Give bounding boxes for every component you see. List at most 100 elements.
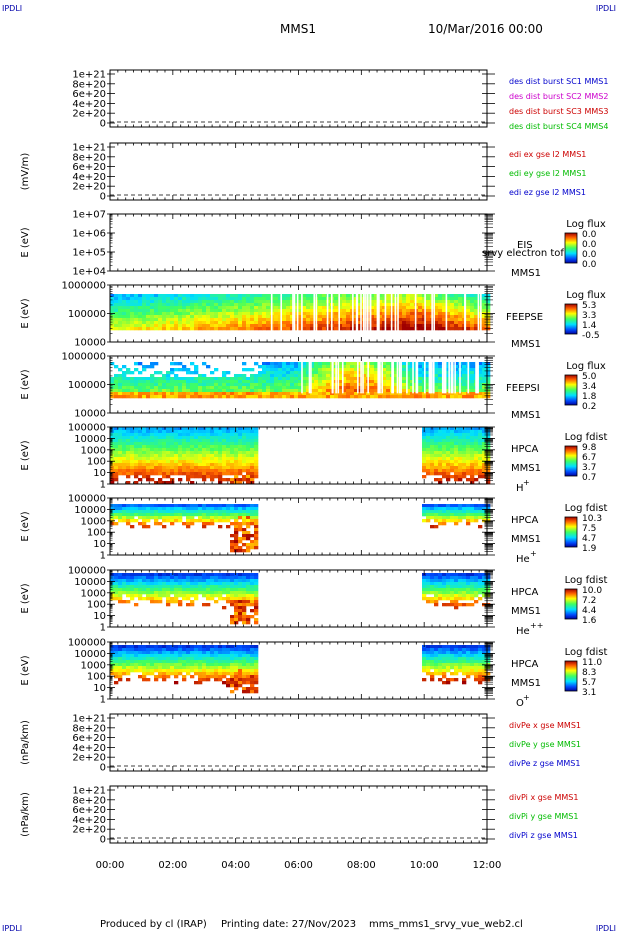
datetime-title: 10/Mar/2016 00:00 <box>428 22 543 36</box>
y-tick-label: 8e+20 <box>72 152 106 163</box>
y-tick-label: 2e+20 <box>72 825 106 836</box>
y-tick-label: 6e+20 <box>72 162 106 173</box>
species-label: O <box>516 698 524 709</box>
y-tick-label: 8e+20 <box>72 79 106 90</box>
colorbar <box>564 303 578 335</box>
y-axis-label: E (eV) <box>20 655 31 685</box>
colorbar <box>564 660 578 692</box>
feepsi-data-gap-stripe <box>454 358 456 394</box>
y-tick-label: 10000 <box>74 577 106 588</box>
species-label: H <box>516 483 524 494</box>
hpca-o-spectrogram <box>110 645 491 694</box>
y-tick-label: 4e+20 <box>72 172 106 183</box>
x-tick-label: 10:00 <box>410 860 439 871</box>
colorbar-tick: 4.4 <box>582 606 597 616</box>
legend-entry: divPe z gse MMS1 <box>509 759 580 768</box>
colorbar <box>564 516 578 548</box>
legend-entry: edi ey gse l2 MMS1 <box>509 169 587 178</box>
y-tick-label: 6e+20 <box>72 733 106 744</box>
feepse-data-gap-stripe <box>296 287 299 340</box>
y-tick-label: 100 <box>87 457 106 468</box>
feepse-data-gap-stripe <box>445 287 448 340</box>
feepse-data-gap-stripe <box>384 287 387 340</box>
legend-entry: edi ez gse l2 MMS1 <box>509 188 586 197</box>
y-tick-label: 1e+07 <box>72 210 106 221</box>
colorbar-tick: 3.1 <box>582 688 596 698</box>
y-tick-label: 10 <box>93 683 106 694</box>
x-tick-label: 02:00 <box>158 860 187 871</box>
feepsi-data-gap-stripe <box>451 358 454 394</box>
y-tick-label: 1 <box>100 695 106 706</box>
x-tick-label: 08:00 <box>347 860 376 871</box>
y-tick-label: 100000 <box>68 309 106 320</box>
y-tick-label: 8e+20 <box>72 723 106 734</box>
corner-label-top-left: IPDLI <box>2 4 23 13</box>
feepsi-data-gap-stripe <box>335 358 337 394</box>
footer-producer: Produced by cl (IRAP) <box>100 919 207 930</box>
feepsi-data-gap-stripe <box>396 358 399 394</box>
feepse-spectrogram <box>110 294 491 331</box>
y-tick-label: 100 <box>87 528 106 539</box>
y-tick-label: 1e+05 <box>72 248 106 259</box>
feepse-data-gap-stripe <box>431 287 433 340</box>
hpca-hepp-spectrogram <box>110 573 491 625</box>
y-tick-label: 100000 <box>68 494 106 505</box>
colorbar-tick: 7.2 <box>582 596 596 606</box>
feepse-data-gap-stripe <box>414 287 417 340</box>
legend-entry: des dist burst SC4 MMS4 <box>509 122 608 131</box>
spacecraft-label: MMS1 <box>511 339 541 350</box>
spacecraft-label: MMS1 <box>511 463 541 474</box>
colorbar <box>564 588 578 620</box>
corner-label-bottom-left: IPDLI <box>2 924 23 933</box>
feepse-data-gap-stripe <box>338 287 340 340</box>
feepse-data-gap-stripe <box>293 287 296 340</box>
y-tick-label: 10000 <box>74 505 106 516</box>
colorbar-tick: 8.3 <box>582 668 596 678</box>
feepsi-data-gap-stripe <box>357 358 359 394</box>
colorbar-tick: 0.0 <box>582 260 597 270</box>
feepsi-data-gap-stripe <box>475 358 477 394</box>
colorbar-tick: 10.0 <box>582 586 602 596</box>
y-tick-label: 1000 <box>81 445 106 456</box>
colorbar-tick: 3.7 <box>582 463 596 473</box>
panel-feepsi: 1000000 100000 10000 E (eV) Log flux5.03.41.… <box>20 352 606 422</box>
legend-entry: edi ex gse l2 MMS1 <box>509 150 586 159</box>
feepsi-data-gap-stripe <box>415 358 418 394</box>
y-tick-label: 100 <box>87 672 106 683</box>
feepse-data-gap-stripe <box>301 287 303 340</box>
species-charge: + <box>523 478 530 487</box>
y-tick-label: 8e+20 <box>72 795 106 806</box>
colorbar <box>564 445 578 477</box>
species-label: He <box>516 554 530 565</box>
feepse-data-gap-stripe <box>376 287 379 340</box>
y-tick-label: 2e+20 <box>72 753 106 764</box>
feepsi-data-gap-stripe <box>429 358 431 394</box>
feepsi-data-gap-stripe <box>448 358 450 394</box>
colorbar-title: Log flux <box>566 361 606 372</box>
y-tick-label: 10000 <box>74 649 106 660</box>
y-tick-label: 0 <box>100 192 106 203</box>
y-tick-label: 1 <box>100 480 106 491</box>
corner-label-top-right: IPDLI <box>595 4 616 13</box>
x-tick-label: 04:00 <box>221 860 250 871</box>
y-axis-label: E (eV) <box>20 583 31 613</box>
spacecraft-label: MMS1 <box>511 268 541 279</box>
colorbar-tick: 1.6 <box>582 616 597 626</box>
feepse-data-gap-stripe <box>326 287 329 340</box>
y-tick-label: 4e+20 <box>72 743 106 754</box>
y-tick-label: 1e+21 <box>72 714 106 725</box>
y-tick-label: 1000000 <box>61 352 106 363</box>
instrument-label: HPCA <box>511 444 539 455</box>
colorbar-tick: 3.3 <box>582 311 596 321</box>
colorbar-title: Log flux <box>566 219 606 230</box>
y-tick-label: 6e+20 <box>72 89 106 100</box>
feepse-data-gap-stripe <box>433 287 435 340</box>
instrument-label: FEEPSE <box>506 312 543 323</box>
colorbar-tick: 3.4 <box>582 382 597 392</box>
y-axis-label: E (eV) <box>20 511 31 541</box>
